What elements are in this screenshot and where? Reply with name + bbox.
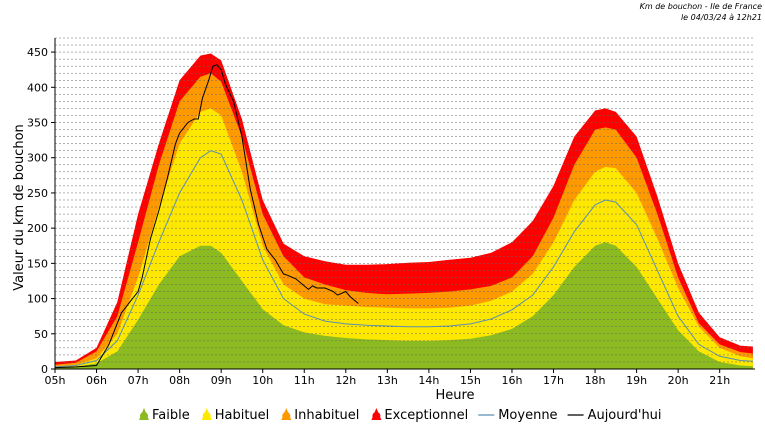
legend-marker — [372, 412, 381, 420]
legend-label: Aujourd'hui — [588, 408, 662, 423]
chart-title: Km de bouchon - Ile de France — [639, 2, 762, 11]
x-tick-label: 20h — [668, 374, 689, 387]
x-tick-label: 12h — [335, 374, 356, 387]
chart-subtitle: le 04/03/24 à 12h21 — [680, 13, 762, 22]
y-tick-label: 400 — [27, 81, 48, 94]
band-faible — [55, 242, 753, 369]
legend-label: Moyenne — [498, 408, 557, 423]
legend-marker — [202, 412, 211, 420]
x-tick-label: 05h — [45, 374, 66, 387]
legend-label: Exceptionnel — [384, 408, 468, 423]
y-tick-label: 450 — [27, 46, 48, 59]
y-axis-label: Valeur du km de bouchon — [12, 124, 27, 291]
x-tick-label: 16h — [501, 374, 522, 387]
x-tick-label: 14h — [418, 374, 439, 387]
x-tick-label: 11h — [294, 374, 315, 387]
y-tick-label: 0 — [41, 363, 48, 376]
legend: Faible Habituel Inhabituel Exceptionnel Moye… — [139, 408, 662, 423]
x-axis-label: Heure — [435, 388, 474, 403]
x-tick-label: 10h — [252, 374, 273, 387]
x-tick-label: 18h — [585, 374, 606, 387]
x-tick-label: 13h — [377, 374, 398, 387]
y-tick-label: 100 — [27, 293, 48, 306]
y-tick-label: 300 — [27, 152, 48, 165]
legend-marker — [140, 412, 148, 420]
x-tick-label: 19h — [626, 374, 647, 387]
x-tick-label: 17h — [543, 374, 564, 387]
series-moyenne — [54, 150, 753, 368]
y-tick-label: 350 — [27, 117, 48, 130]
y-tick-label: 50 — [34, 328, 48, 341]
y-tick-label: 250 — [27, 187, 48, 200]
x-tick-label: 15h — [460, 374, 481, 387]
lines-layer — [54, 64, 753, 369]
series-aujourdhui — [54, 64, 359, 369]
x-tick-label: 07h — [128, 374, 149, 387]
y-tick-label: 150 — [27, 257, 48, 270]
legend-label: Habituel — [215, 408, 270, 423]
axes-layer: 0 50 100 150 200 250 300 350 400 450 05h 06h 07h 08h 0… — [12, 38, 755, 403]
x-tick-label: 08h — [169, 374, 190, 387]
legend-label: Faible — [152, 408, 190, 423]
legend-label: Inhabituel — [294, 408, 359, 423]
legend-marker — [282, 412, 291, 420]
y-tick-label: 200 — [27, 222, 48, 235]
bands-layer — [55, 53, 753, 370]
x-tick-label: 21h — [709, 374, 730, 387]
grid-layer — [55, 37, 755, 363]
x-tick-label: 09h — [211, 374, 232, 387]
x-tick-label: 06h — [86, 374, 107, 387]
